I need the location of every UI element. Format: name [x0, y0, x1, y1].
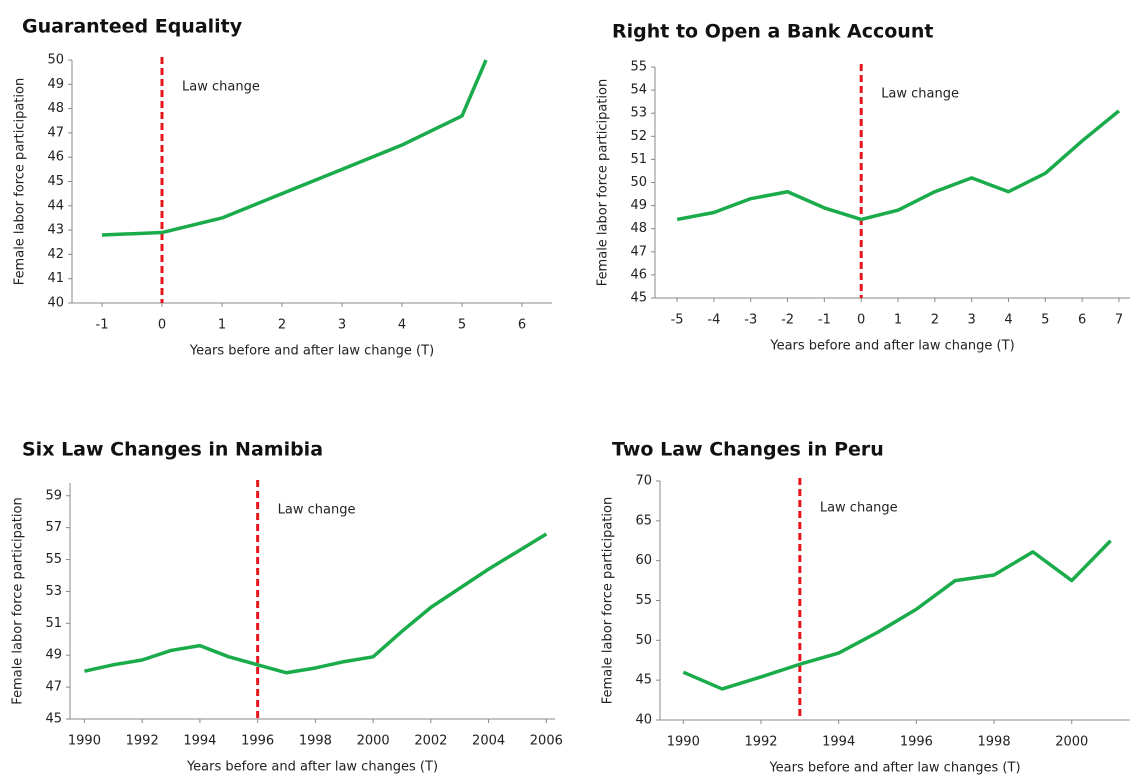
y-tick-label: 70: [635, 474, 652, 489]
y-tick-label: 51: [45, 616, 62, 631]
x-tick-label: 3: [338, 318, 346, 333]
y-tick-label: 57: [45, 520, 62, 535]
x-tick-label: 4: [1004, 313, 1012, 328]
x-tick-label: 2004: [472, 734, 505, 749]
y-tick-label: 55: [635, 593, 652, 608]
y-tick-label: 49: [630, 198, 647, 213]
x-tick-label: 1998: [978, 735, 1011, 750]
y-tick-label: 51: [630, 152, 647, 167]
y-tick-label: 45: [630, 291, 647, 306]
x-tick-label: -4: [707, 313, 720, 328]
x-tick-label: 1992: [126, 734, 159, 749]
y-tick-label: 55: [45, 552, 62, 567]
x-tick-label: 2002: [414, 734, 447, 749]
x-tick-label: -2: [781, 313, 794, 328]
x-tick-label: 1992: [744, 735, 777, 750]
y-tick-label: 45: [635, 673, 652, 688]
data-line: [84, 532, 548, 675]
x-axis-label: Years before and after law changes (T): [768, 761, 1020, 776]
x-tick-label: 2: [931, 313, 939, 328]
x-tick-label: 5: [1041, 313, 1049, 328]
x-axis-label: Years before and after law change (T): [189, 344, 434, 359]
y-axis-label: Female labor force participation: [601, 497, 616, 704]
y-tick-label: 45: [47, 174, 64, 189]
x-tick-label: 5: [458, 318, 466, 333]
chart-title: Right to Open a Bank Account: [612, 21, 933, 43]
y-tick-label: 42: [47, 247, 64, 262]
data-line: [676, 109, 1121, 222]
y-tick-label: 65: [635, 513, 652, 528]
x-tick-label: -1: [96, 318, 109, 333]
y-tick-label: 50: [630, 175, 647, 190]
x-tick-label: 2006: [530, 734, 563, 749]
y-axis-label: Female labor force participation: [596, 79, 611, 286]
x-tick-label: 1: [894, 313, 902, 328]
law-change-label: Law change: [881, 87, 959, 102]
x-tick-label: 1990: [68, 734, 101, 749]
y-tick-label: 41: [47, 271, 64, 286]
y-tick-label: 43: [47, 223, 64, 238]
chart-title: Six Law Changes in Namibia: [22, 439, 323, 461]
x-tick-label: 1996: [241, 734, 274, 749]
y-tick-label: 49: [45, 648, 62, 663]
x-tick-label: 1: [218, 318, 226, 333]
y-tick-label: 48: [630, 221, 647, 236]
x-tick-label: 1994: [822, 735, 855, 750]
y-tick-label: 50: [635, 633, 652, 648]
x-tick-label: 6: [518, 318, 526, 333]
x-tick-label: -1: [818, 313, 831, 328]
x-tick-label: 1990: [667, 735, 700, 750]
x-tick-label: 6: [1078, 313, 1086, 328]
x-tick-label: 1994: [183, 734, 216, 749]
law-change-label: Law change: [182, 80, 260, 95]
y-tick-label: 53: [630, 106, 647, 121]
x-tick-label: 1998: [299, 734, 332, 749]
y-tick-label: 47: [47, 125, 64, 140]
x-tick-label: 4: [398, 318, 406, 333]
y-tick-label: 54: [630, 83, 647, 98]
data-line: [682, 539, 1112, 691]
x-tick-label: 3: [968, 313, 976, 328]
data-line: [101, 59, 488, 237]
y-tick-label: 53: [45, 584, 62, 599]
y-tick-label: 50: [47, 53, 64, 68]
x-tick-label: 1996: [900, 735, 933, 750]
chart-title: Two Law Changes in Peru: [612, 439, 884, 461]
x-tick-label: -5: [671, 313, 684, 328]
x-tick-label: 2000: [1055, 735, 1088, 750]
y-tick-label: 45: [45, 712, 62, 727]
y-tick-label: 55: [630, 60, 647, 75]
x-tick-label: 2000: [357, 734, 390, 749]
x-tick-label: 0: [158, 318, 166, 333]
y-tick-label: 46: [47, 150, 64, 165]
x-tick-label: 2: [278, 318, 286, 333]
x-tick-label: 0: [857, 313, 865, 328]
y-tick-label: 59: [45, 488, 62, 503]
y-tick-label: 52: [630, 129, 647, 144]
y-tick-label: 40: [47, 296, 64, 311]
x-axis-label: Years before and after law changes (T): [186, 760, 438, 775]
y-tick-label: 46: [630, 267, 647, 282]
x-tick-label: 7: [1115, 313, 1123, 328]
x-tick-label: -3: [744, 313, 757, 328]
y-axis-label: Female labor force participation: [11, 497, 26, 704]
x-axis-label: Years before and after law change (T): [769, 339, 1014, 354]
y-tick-label: 48: [47, 101, 64, 116]
y-tick-label: 49: [47, 77, 64, 92]
y-tick-label: 60: [635, 553, 652, 568]
y-tick-label: 40: [635, 713, 652, 728]
law-change-label: Law change: [278, 503, 356, 518]
y-tick-label: 47: [630, 244, 647, 259]
law-change-label: Law change: [820, 501, 898, 516]
y-tick-label: 47: [45, 680, 62, 695]
y-axis-label: Female labor force participation: [13, 78, 28, 285]
chart-title: Guaranteed Equality: [22, 16, 243, 38]
y-tick-label: 44: [47, 198, 64, 213]
